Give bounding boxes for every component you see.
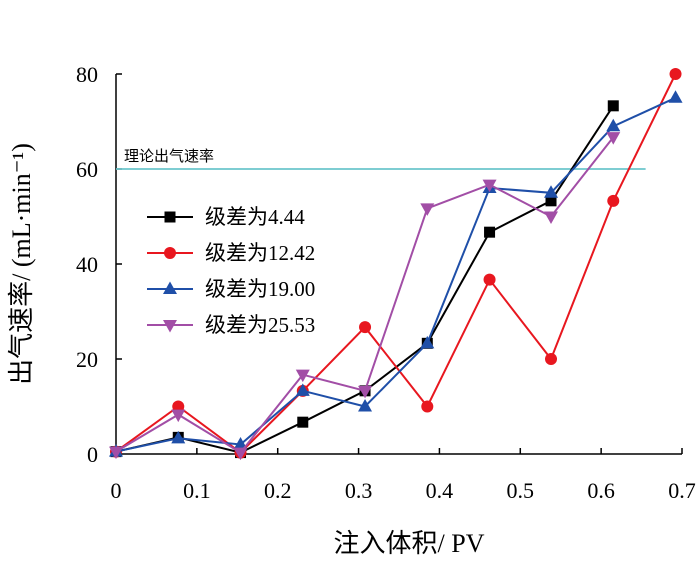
triangle-down-marker	[482, 179, 497, 193]
x-tick-label: 0.5	[507, 478, 535, 503]
reference-line-group: 理论出气速率	[116, 148, 646, 170]
circle-marker	[164, 247, 176, 259]
legend-item: 级差为25.53	[147, 313, 315, 337]
triangle-up-marker	[163, 281, 177, 294]
legend-item: 级差为12.42	[147, 241, 315, 265]
y-axis-title: 出气速率/ (mL·min⁻¹)	[7, 143, 36, 385]
series-line	[115, 73, 677, 454]
circle-marker	[607, 194, 620, 207]
series-4	[109, 132, 621, 461]
series-2	[110, 68, 682, 459]
x-tick-label: 0.6	[587, 478, 615, 503]
legend-label: 级差为25.53	[205, 313, 315, 337]
triangle-up-marker	[295, 383, 310, 396]
legend-item: 级差为4.44	[147, 205, 305, 229]
triangle-down-marker	[295, 369, 310, 383]
legend-label: 级差为19.00	[205, 277, 315, 301]
square-marker	[484, 226, 496, 238]
series-line	[115, 96, 676, 453]
triangle-up-marker	[668, 90, 683, 103]
triangle-up-marker	[233, 437, 248, 450]
triangle-up-marker	[171, 430, 186, 444]
y-tick-label: 80	[76, 62, 98, 87]
x-tick-label: 0.1	[183, 478, 211, 503]
triangle-down-marker	[544, 211, 559, 224]
square-marker	[545, 195, 557, 207]
x-tick-label: 0.2	[264, 478, 292, 503]
triangle-down-marker	[233, 447, 248, 461]
circle-marker	[172, 400, 185, 413]
triangle-down-marker	[358, 385, 373, 399]
triangle-up-marker	[606, 118, 621, 132]
square-marker	[297, 416, 309, 428]
legend-item: 级差为19.00	[147, 277, 315, 301]
triangle-up-marker	[544, 185, 559, 198]
x-tick-label: 0.7	[668, 478, 696, 503]
reference-line-label: 理论出气速率	[124, 148, 214, 165]
square-marker	[164, 211, 176, 223]
axes: 0 20 40 60 80 0 0.1 0.2 0.3 0.4 0.5 0.6 0.7	[76, 62, 696, 503]
legend-label: 级差为4.44	[205, 205, 305, 229]
x-tick-label: 0.3	[345, 478, 373, 503]
series-3	[109, 90, 683, 457]
triangle-down-marker	[420, 203, 435, 216]
x-tick-label: 0	[111, 478, 122, 503]
legend: 级差为4.44 级差为12.42 级差为19.00 级差为25.53	[147, 205, 315, 337]
triangle-down-marker	[171, 409, 186, 423]
x-tick-label: 0.4	[426, 478, 454, 503]
triangle-up-marker	[358, 399, 373, 412]
circle-marker	[483, 273, 496, 286]
y-tick-label: 40	[76, 252, 98, 277]
series-group	[109, 68, 683, 461]
triangle-down-marker	[163, 320, 177, 333]
x-axis-title: 注入体积/ PV	[334, 529, 485, 558]
circle-marker	[421, 400, 434, 413]
legend-label: 级差为12.42	[205, 241, 315, 265]
triangle-up-marker	[420, 335, 435, 349]
circle-marker	[545, 353, 558, 365]
y-tick-label: 60	[76, 157, 98, 182]
y-tick-label: 0	[87, 442, 98, 467]
circle-marker	[359, 321, 372, 334]
triangle-down-marker	[109, 446, 123, 460]
square-marker	[607, 100, 619, 112]
circle-marker	[669, 68, 682, 80]
triangle-down-marker	[606, 132, 621, 145]
y-tick-label: 20	[76, 347, 98, 372]
